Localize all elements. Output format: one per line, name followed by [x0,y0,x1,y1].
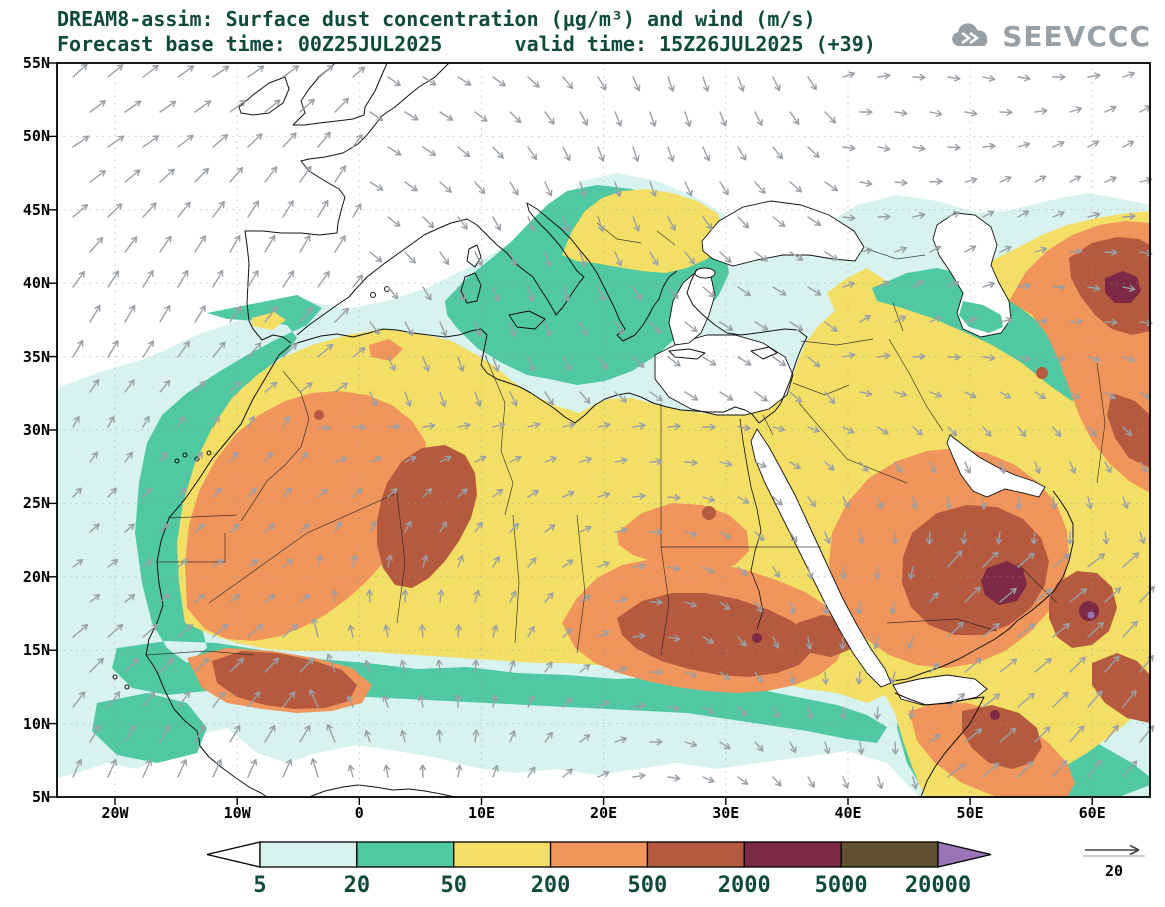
corsica [466,244,482,268]
colorbar-level-label: 20000 [904,873,972,898]
sea-of-marmara [694,267,716,279]
map-canvas [49,62,1155,805]
colorbar-level-label: 500 [627,873,668,898]
lon-tick-label: 20E [590,804,618,822]
colorbar-level-label: 50 [440,873,467,898]
caspian-sea [932,212,1012,338]
red-sea [750,428,892,688]
chart-title: DREAM8-assim: Surface dust concentration… [57,7,816,31]
map-frame [56,62,1151,798]
cloud-logo-icon [952,22,988,46]
great-britain [292,62,388,126]
lon-tick-label: 20W [101,804,129,822]
lon-tick-label: 10E [467,804,496,822]
sardinia [460,272,482,304]
lat-tick-label: 15N [22,641,50,660]
lat-tick-label: 25N [22,494,50,513]
seevccc-logo: SEEVCCC [949,20,1151,53]
lat-tick-label: 5N [31,788,50,806]
colorbar-level-label: 200 [530,873,571,898]
south-caspian-dust [959,301,1003,333]
wind-reference-value: 20 [1104,862,1124,880]
nile-river [739,418,764,630]
lat-tick-label: 10N [22,714,50,733]
persian-gulf [946,434,1046,498]
axis-ticks [49,62,1093,805]
colorbar-level-label: 2000 [717,873,771,898]
lon-tick-label: 60E [1078,804,1106,822]
lon-tick-label: 50E [956,804,984,822]
lat-tick-label: 40N [22,274,50,293]
crete [668,348,706,360]
lon-tick-label: 0 [354,804,364,822]
sicily [508,310,546,330]
borders-layer [145,222,1106,656]
lon-tick-label: 10W [223,804,251,822]
chart-subtitle: Forecast base time: 00Z25JUL2025 valid t… [57,32,876,56]
black-sea [701,200,865,267]
colorbar-level-label: 5000 [814,873,868,898]
colorbar-level-label: 20 [343,873,371,898]
colorbar [205,841,993,868]
colorbar-level-label: 5 [253,873,267,898]
lat-tick-label: 55N [22,54,50,72]
ireland [238,76,290,116]
lat-tick-label: 45N [22,200,50,219]
lat-tick-label: 30N [22,421,50,439]
graticule-layer [57,63,1150,797]
wind-reference-legend: 20 [1076,841,1152,880]
lat-tick-label: 50N [22,127,50,146]
wind-arrows-layer [72,63,1155,790]
wind-reference-arrow-icon [1083,844,1145,857]
logo-text: SEEVCCC [1002,20,1151,53]
lon-tick-label: 40E [834,804,862,822]
lat-tick-label: 20N [22,567,50,586]
lon-tick-label: 30E [712,804,740,822]
lat-tick-label: 35N [22,347,50,366]
